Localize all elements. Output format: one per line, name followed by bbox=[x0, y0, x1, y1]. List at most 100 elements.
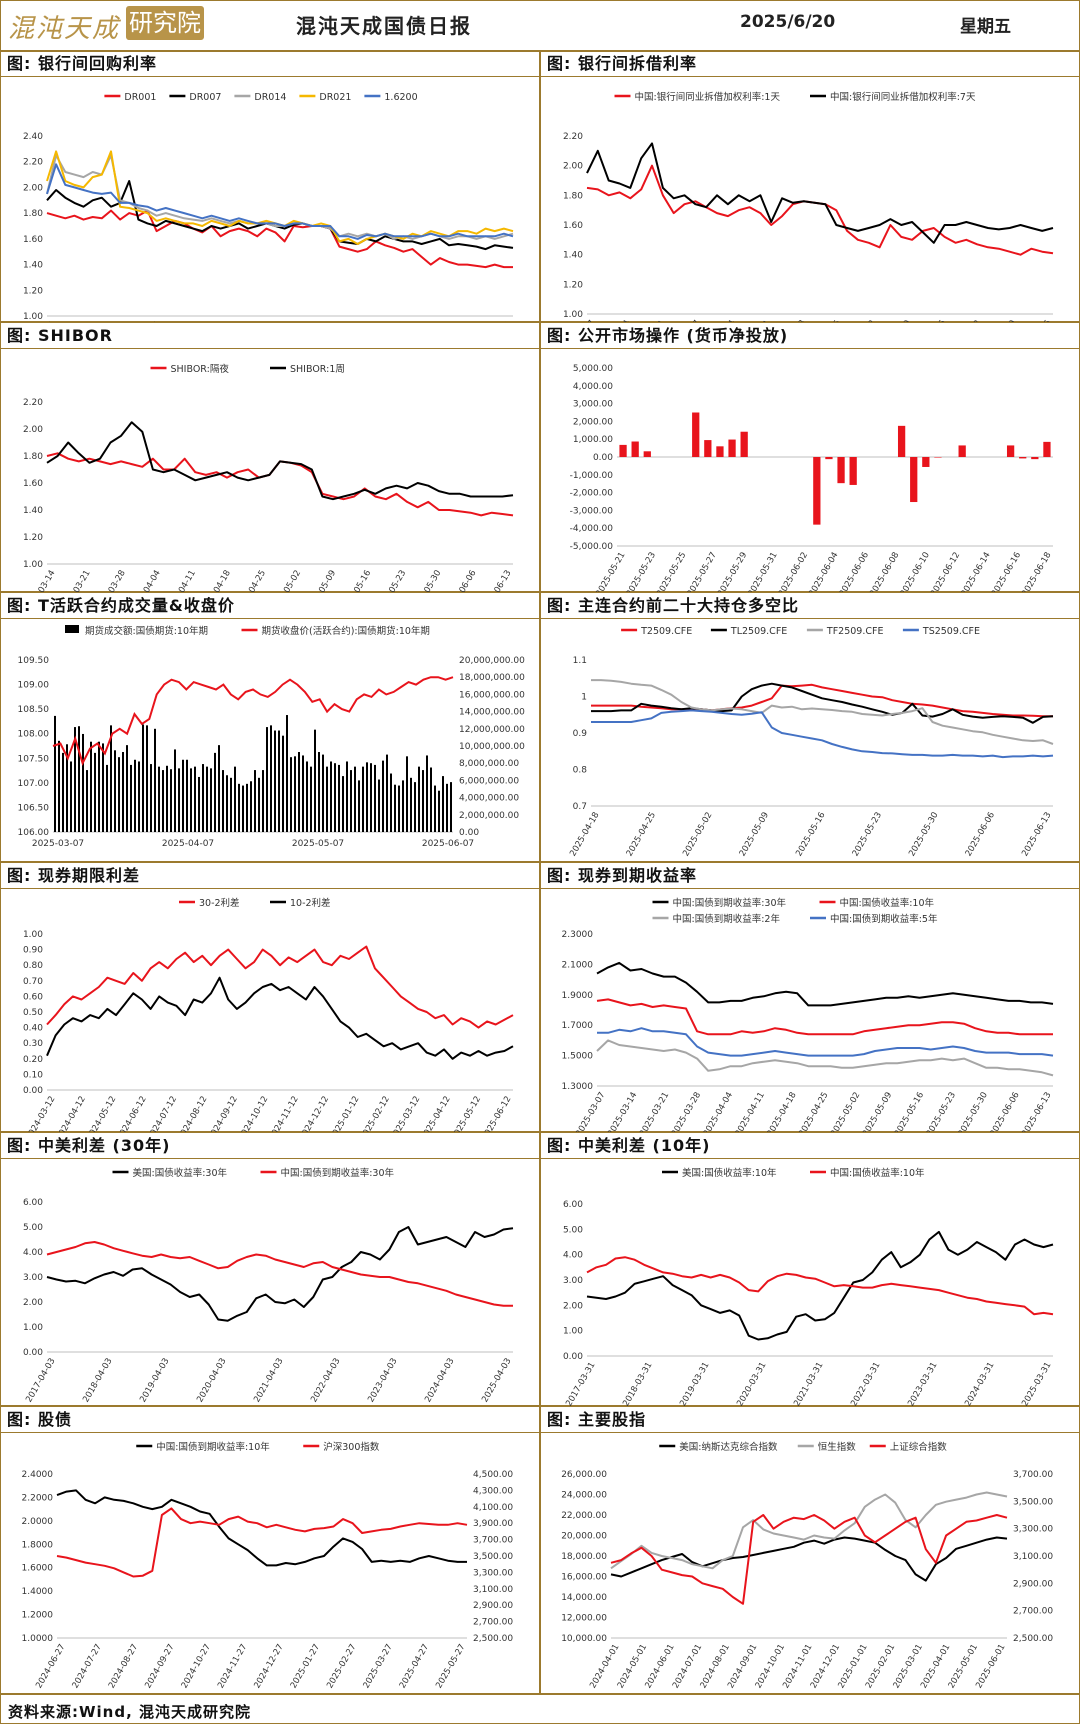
volume-bar bbox=[342, 776, 344, 832]
x-tick-label: 2025-06-12 bbox=[480, 1095, 513, 1133]
y-tick-label-right: 3,300.00 bbox=[473, 1568, 513, 1578]
volume-bar bbox=[450, 782, 452, 832]
legend-label: 美国:国债收益率:30年 bbox=[133, 1167, 228, 1179]
volume-bar bbox=[322, 754, 324, 832]
x-tick-label: 2025-06-13 bbox=[480, 569, 513, 593]
x-tick-label: 2025-04-25 bbox=[797, 1091, 830, 1133]
x-tick-label: 2025-01-27 bbox=[289, 1643, 322, 1691]
y-tick-label: 1.00 bbox=[563, 1327, 583, 1337]
x-tick-label: 2018-03-31 bbox=[621, 1361, 654, 1407]
x-tick-label: 2025-06-10 bbox=[899, 551, 932, 593]
y-tick-label-right: 3,500.00 bbox=[473, 1552, 513, 1562]
y-tick-label: 2.4000 bbox=[22, 1470, 54, 1480]
y-tick-label: 0.00 bbox=[563, 1352, 583, 1362]
x-tick-label: 2025-06-16 bbox=[990, 551, 1023, 593]
volume-bar bbox=[186, 759, 188, 832]
x-tick-label: 2025-05-02 bbox=[270, 569, 303, 593]
bar bbox=[643, 451, 651, 457]
y-tick-label: 14,000.00 bbox=[561, 1593, 607, 1603]
series-line bbox=[46, 976, 514, 1060]
legend-label: DR021 bbox=[319, 92, 351, 103]
bar bbox=[1043, 441, 1051, 457]
x-tick-label: 2025-05-07 bbox=[292, 839, 344, 849]
volume-bar bbox=[130, 764, 132, 832]
x-tick-label: 2025-05-23 bbox=[925, 1091, 958, 1133]
x-tick-label: 2024-06-27 bbox=[34, 1643, 67, 1691]
volume-bar bbox=[222, 770, 224, 832]
legend-swatch bbox=[65, 625, 79, 633]
y-tick-label: 2.2000 bbox=[22, 1493, 54, 1503]
legend-label: 中国:国债到期收益率:10年 bbox=[156, 1441, 270, 1453]
y-tick-label: 107.00 bbox=[18, 779, 50, 789]
y-tick-label: 0.00 bbox=[593, 453, 613, 463]
y-tick-label-right: 20,000,000.00 bbox=[459, 656, 525, 666]
y-tick-label-right: 4,300.00 bbox=[473, 1486, 513, 1496]
panel-ibor: 图: 银行间拆借利率 中国:银行间同业拆借加权利率:1天 中国:银行间同业拆借加权利… bbox=[540, 50, 1080, 322]
y-tick-label: 24,000.00 bbox=[561, 1491, 607, 1501]
legend-label: TS2509.CFE bbox=[922, 626, 980, 637]
x-tick-label: 2025-06-06 bbox=[445, 569, 478, 593]
x-tick-label: 2023-03-31 bbox=[906, 1361, 939, 1407]
x-tick-label: 2024-04-12 bbox=[55, 1095, 88, 1133]
x-tick-label: 2025-04-18 bbox=[568, 811, 601, 859]
report-weekday: 星期五 bbox=[960, 17, 1011, 37]
series-line bbox=[46, 150, 514, 245]
y-tick-label-right: 2,900.00 bbox=[1013, 1579, 1053, 1589]
y-tick-label: 2.00 bbox=[563, 1301, 583, 1311]
bar bbox=[740, 431, 748, 457]
x-tick-label: 2025-01-12 bbox=[328, 1095, 361, 1133]
y-tick-label: 20,000.00 bbox=[561, 1532, 607, 1542]
y-tick-label: 0.9 bbox=[573, 729, 588, 739]
y-tick-label-right: 2,700.00 bbox=[1013, 1607, 1053, 1617]
x-tick-label: 2025-05-09 bbox=[861, 1091, 894, 1133]
x-tick-label: 2025-03-28 bbox=[670, 1091, 703, 1133]
y-tick-label-right: 16,000,000.00 bbox=[459, 690, 525, 700]
x-tick-label: 2021-04-03 bbox=[252, 1357, 285, 1405]
y-tick-label-right: 6,000,000.00 bbox=[459, 776, 519, 786]
legend-label: 中国:国债到期收益率:30年 bbox=[673, 897, 787, 909]
volume-bar bbox=[330, 761, 332, 832]
x-tick-label: 2025-04-27 bbox=[398, 1643, 431, 1691]
y-tick-label-right: 4,500.00 bbox=[473, 1470, 513, 1480]
bar bbox=[728, 439, 736, 457]
y-tick-label: 0.90 bbox=[23, 946, 43, 956]
volume-bar bbox=[194, 766, 196, 832]
legend-label: 30-2利差 bbox=[199, 897, 240, 909]
volume-bar bbox=[118, 757, 120, 832]
bar bbox=[825, 457, 833, 460]
x-tick-label: 2022-04-03 bbox=[309, 1357, 342, 1405]
x-tick-label: 2025-06-07 bbox=[422, 839, 474, 849]
chart-stockbond: 中国:国债到期收益率:10年 沪深300指数 2.4000 2.2000 2.0000 1… bbox=[22, 1441, 514, 1691]
volume-bar bbox=[202, 764, 204, 832]
x-tick-label: 2024-05-12 bbox=[85, 1095, 118, 1133]
legend-label: 美国:纳斯达克综合指数 bbox=[679, 1441, 778, 1453]
x-tick-label: 2024-11-12 bbox=[267, 1095, 300, 1133]
x-tick-label: 2024-10-12 bbox=[237, 1095, 270, 1133]
y-tick-label: 1.00 bbox=[23, 930, 43, 940]
volume-bar bbox=[262, 770, 264, 832]
y-tick-label: -4,000.00 bbox=[570, 524, 614, 534]
volume-bar bbox=[174, 749, 176, 832]
panel-title: 图: 股债 bbox=[1, 1407, 539, 1433]
y-tick-label: 0.60 bbox=[23, 992, 43, 1002]
bar bbox=[922, 457, 930, 467]
volume-bar bbox=[170, 769, 172, 832]
y-tick-label: -1,000.00 bbox=[570, 471, 614, 481]
volume-bar bbox=[86, 770, 88, 832]
chart-term: 30-2利差 10-2利差 1.00 0.90 0.80 0.70 0.60 0.50 0.40… bbox=[23, 897, 514, 1133]
legend: DR001 DR007 DR014 DR021 1.6200 bbox=[104, 92, 418, 103]
panel-yields: 图: 现券到期收益率 中国:国债到期收益率:30年 中国:国债收益率:10年 中国:国… bbox=[540, 862, 1080, 1132]
series-line bbox=[46, 945, 514, 1029]
series-line bbox=[46, 180, 514, 251]
y-tick-label: 2.20 bbox=[23, 158, 43, 168]
legend: 中国:银行间同业拆借加权利率:1天 中国:银行间同业拆借加权利率:7天 bbox=[614, 91, 976, 103]
volume-bar bbox=[238, 783, 240, 832]
y-tick-label: 1.7000 bbox=[562, 1021, 594, 1031]
panel-title: 图: 中美利差 (30年) bbox=[1, 1133, 539, 1159]
series-line bbox=[56, 1507, 468, 1578]
series-line bbox=[596, 961, 1054, 1007]
series-line bbox=[46, 1226, 514, 1322]
y-tick-label: 2,000.00 bbox=[573, 417, 613, 427]
x-tick-label: 2025-05-02 bbox=[829, 1091, 862, 1133]
x-tick-label: 2019-03-31 bbox=[678, 1361, 711, 1407]
